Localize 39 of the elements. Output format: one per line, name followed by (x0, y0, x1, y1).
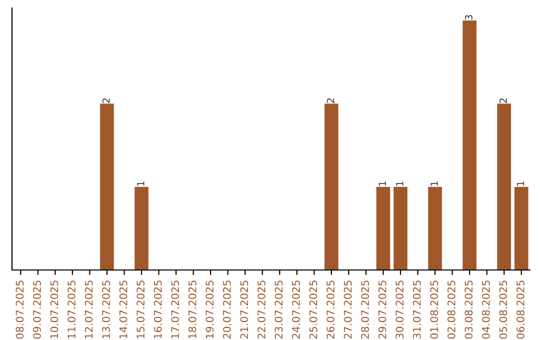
data-label: 2 (326, 98, 334, 103)
x-tick-label: 01.08.2025 (430, 280, 438, 339)
x-tick-label: 09.07.2025 (33, 280, 41, 339)
x-tick-label: 30.07.2025 (396, 280, 404, 339)
x-tick-label: 20.07.2025 (222, 280, 231, 339)
x-tick-label: 12.07.2025 (84, 280, 93, 338)
x-tick-label: 28.07.2025 (361, 280, 369, 339)
x-tick-label: 17.07.2025 (171, 280, 180, 338)
x-tick-label: 13.07.2025 (102, 280, 110, 338)
x-tick-label: 10.07.2025 (50, 280, 58, 338)
x-tick-label: 21.07.2025 (240, 280, 248, 339)
x-tick-label: 03.08.2025 (464, 280, 473, 339)
x-tick-label: 08.07.2025 (16, 280, 24, 339)
data-label: 2 (102, 98, 110, 103)
data-label: 3 (465, 15, 472, 20)
x-tick-label: 11.07.2025 (68, 280, 76, 338)
data-label: 1 (430, 182, 438, 186)
data-label: 1 (378, 182, 386, 186)
x-tick-label: 05.08.2025 (499, 280, 508, 339)
x-tick-label: 19.07.2025 (206, 280, 214, 338)
x-tick-label: 16.07.2025 (154, 280, 162, 338)
data-label: 1 (516, 182, 524, 186)
x-tick-label: 14.07.2025 (119, 280, 128, 338)
x-tick-label: 27.07.2025 (344, 280, 352, 339)
x-tick-label: 18.07.2025 (188, 280, 196, 338)
x-tick-label: 26.07.2025 (326, 280, 334, 339)
x-tick-label: 23.07.2025 (274, 280, 283, 339)
data-label: 2 (500, 98, 507, 103)
x-tick-label: 02.08.2025 (447, 280, 456, 339)
x-tick-label: 24.07.2025 (292, 280, 300, 339)
x-tick-label: 25.07.2025 (309, 280, 318, 339)
x-tick-label: 22.07.2025 (258, 280, 266, 339)
data-label: 1 (396, 182, 404, 186)
x-tick-label: 04.08.2025 (482, 280, 490, 339)
data-label: 1 (137, 182, 144, 186)
x-tick-label: 15.07.2025 (136, 280, 145, 338)
x-tick-label: 06.08.2025 (516, 280, 524, 339)
x-tick-label: 29.07.2025 (378, 280, 386, 339)
x-tick-label: 31.07.2025 (412, 280, 421, 339)
